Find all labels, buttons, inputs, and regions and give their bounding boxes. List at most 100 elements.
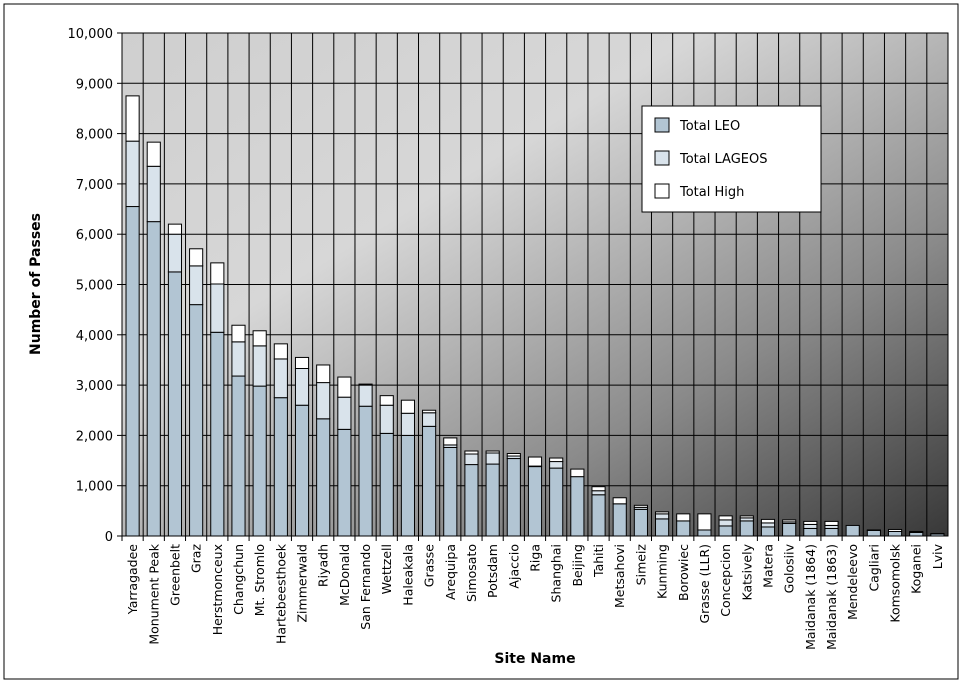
bar-segment — [400, 434, 415, 537]
bar-segment — [760, 522, 776, 528]
bar-segment — [549, 467, 564, 537]
bar-segment — [231, 341, 246, 377]
bar-segment — [612, 503, 627, 537]
bar-segment — [697, 529, 712, 537]
bar-segment — [485, 452, 500, 465]
bar-segment — [570, 468, 585, 478]
legend-swatch-high — [654, 183, 670, 199]
x-tick-label: Graz — [189, 544, 204, 573]
bar-segment — [316, 382, 331, 420]
bar-segment — [718, 515, 733, 521]
x-tick-label: Koganei — [909, 544, 924, 594]
y-axis-ticks: 0 1,000 2,000 3,000 4,000 5,000 6,000 7,000 8,00… — [68, 27, 122, 545]
bar-segment — [231, 324, 246, 343]
x-axis-label: Site Name — [494, 651, 575, 667]
bar-segment — [252, 385, 267, 537]
bar-segment — [887, 528, 903, 532]
bar-segment — [803, 520, 818, 525]
y-tick-label: 2,000 — [76, 429, 113, 444]
bar-segment — [739, 520, 754, 537]
bar-segment — [803, 527, 818, 537]
bar-segment — [146, 141, 161, 167]
bar-segment — [358, 405, 373, 537]
bar-segment — [252, 330, 267, 347]
bar-segment — [252, 345, 267, 387]
y-axis-label: Number of Passes — [28, 213, 44, 355]
bar-segment — [485, 450, 500, 454]
x-tick-label: Mendeleevo — [845, 544, 860, 620]
bar-segment — [824, 520, 839, 526]
y-tick-label: 1,000 — [76, 480, 113, 495]
bar-segment — [676, 520, 691, 537]
bar-segment — [210, 331, 225, 537]
x-tick-label: Herstmonceux — [210, 544, 225, 635]
bar-segment — [167, 233, 183, 273]
bar-segment — [125, 206, 140, 537]
bar-segment — [400, 412, 415, 436]
bar-segment — [739, 515, 754, 519]
bar-segment — [760, 526, 776, 537]
x-tick-label: Haleakala — [400, 544, 415, 606]
bar-segment — [464, 450, 479, 455]
x-tick-label: Borowiec — [676, 544, 691, 601]
bar-segment — [167, 271, 183, 537]
bar-segment — [189, 265, 204, 306]
bar-segment — [655, 513, 670, 520]
x-tick-label: Yarragadee — [125, 544, 140, 616]
x-tick-label: Ajaccio — [506, 544, 521, 589]
x-tick-label: Metsahovi — [612, 544, 627, 608]
x-tick-label: Simosato — [464, 544, 479, 602]
legend-swatch-lageos — [654, 150, 670, 166]
x-tick-label: Mt. Stromlo — [252, 544, 267, 616]
bar-segment — [231, 375, 246, 537]
x-tick-label: Riga — [528, 544, 543, 572]
bar-segment — [379, 432, 394, 537]
bar-segment — [655, 511, 670, 515]
x-tick-label: Potsdam — [485, 544, 500, 598]
bar-segment — [273, 358, 288, 399]
bar-segment — [146, 221, 161, 537]
bar-segment — [210, 262, 225, 285]
bar-segment — [379, 395, 394, 406]
bar-segment — [294, 356, 310, 370]
bar-segment — [633, 504, 648, 508]
bar-segment — [464, 464, 479, 537]
y-tick-label: 9,000 — [76, 77, 113, 92]
bar-segment — [294, 404, 310, 537]
bar-segment — [464, 453, 479, 466]
bar-segment — [422, 425, 437, 537]
x-tick-label: San Fernando — [358, 544, 373, 630]
x-tick-label: Monument Peak — [146, 543, 161, 644]
bar-segment — [549, 461, 564, 469]
x-tick-label: Arequipa — [443, 544, 458, 600]
x-tick-label: Matera — [760, 544, 775, 588]
bar-segment — [760, 518, 776, 524]
legend-label-lageos: Total LAGEOS — [679, 152, 767, 167]
legend: Total LEO Total LAGEOS Total High — [641, 105, 822, 213]
bar-segment — [337, 428, 352, 537]
x-tick-label: Komsomolsk — [888, 543, 903, 622]
bar-segment — [782, 519, 797, 523]
legend-label-leo: Total LEO — [679, 119, 740, 134]
bar-segment — [316, 418, 331, 537]
bar-segment — [570, 476, 585, 537]
bar-segment — [422, 409, 437, 414]
bar-segment — [294, 368, 310, 406]
bar-segment — [379, 404, 394, 434]
bar-segment — [337, 376, 352, 398]
y-tick-label: 10,000 — [68, 27, 114, 42]
x-tick-label: Concepcion — [718, 544, 733, 617]
y-tick-label: 4,000 — [76, 329, 113, 344]
bar-segment — [316, 364, 331, 384]
bar-segment — [909, 530, 924, 533]
y-tick-label: 5,000 — [76, 279, 113, 294]
bar-segment — [358, 384, 373, 407]
x-tick-label: Hartebeesthoek — [273, 543, 288, 644]
bar-segment — [782, 522, 797, 537]
bar-segment — [676, 513, 691, 522]
legend-label-high: Total High — [679, 185, 744, 200]
x-tick-label: Riyadh — [316, 544, 331, 587]
bar-segment — [718, 519, 733, 527]
x-tick-label: Golosiiv — [782, 543, 797, 593]
